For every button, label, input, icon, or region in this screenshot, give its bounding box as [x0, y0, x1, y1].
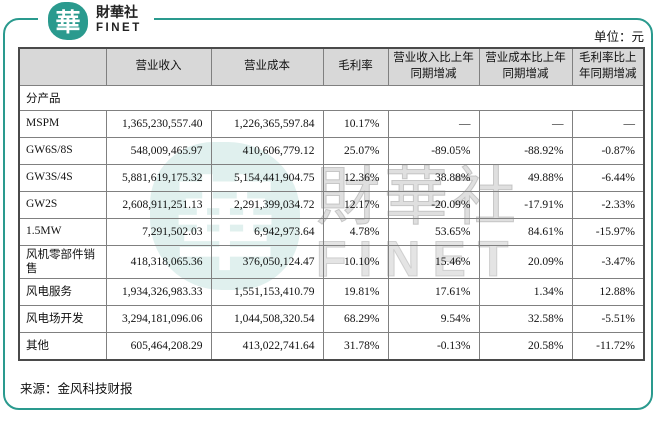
cell-margin: 68.29% [322, 305, 389, 334]
col-header-blank [18, 47, 107, 86]
cell-cost: 1,551,153,410.79 [210, 278, 324, 307]
table-row-other: 其他 605,464,208.29 413,022,741.64 31.78% … [18, 332, 645, 361]
cell-revenue: 1,365,230,557.40 [105, 109, 212, 138]
logo-name-english: FINET [96, 22, 142, 35]
table-row-mspm: MSPM 1,365,230,557.40 1,226,365,597.84 1… [18, 109, 645, 138]
cell-cost-yoy: 20.09% [478, 244, 573, 280]
logo-names: 財華社 FINET [96, 6, 142, 35]
table-row-15mw: 1.5MW 7,291,502.03 6,942,973.64 4.78% 53… [18, 217, 645, 246]
table-header: 营业收入 营业成本 毛利率 营业收入比上年同期增减 营业成本比上年同期增减 毛利… [18, 47, 645, 86]
table-row-wind-services: 风电服务 1,934,326,983.33 1,551,153,410.79 1… [18, 278, 645, 307]
cell-cost: 376,050,124.47 [210, 244, 324, 280]
cell-cost: 1,044,508,320.54 [210, 305, 324, 334]
cell-margin: 31.78% [322, 332, 389, 361]
finet-logo-icon: 華 [48, 2, 88, 40]
cell-revenue: 3,294,181,096.06 [105, 305, 212, 334]
logo-hua-glyph: 華 [55, 10, 81, 37]
row-label: 其他 [18, 332, 107, 361]
cell-margin-yoy: -15.97% [571, 217, 645, 246]
cell-cost: 1,226,365,597.84 [210, 109, 324, 138]
col-header-cost-yoy: 营业成本比上年同期增减 [478, 47, 573, 86]
cell-revenue-yoy: 38.88% [387, 163, 480, 192]
cell-revenue: 1,934,326,983.33 [105, 278, 212, 307]
cell-cost-yoy: 1.34% [478, 278, 573, 307]
section-label: 分产品 [18, 84, 645, 111]
cell-revenue: 2,608,911,251.13 [105, 190, 212, 219]
row-label: 风电场开发 [18, 305, 107, 334]
table-row-gw6s8s: GW6S/8S 548,009,465.97 410,606,779.12 25… [18, 136, 645, 165]
table-row-parts-sales: 风机零部件销售 418,318,065.36 376,050,124.47 10… [18, 244, 645, 280]
finet-logo: 華 財華社 FINET [38, 0, 154, 44]
cell-cost-yoy: 49.88% [478, 163, 573, 192]
row-label: GW6S/8S [18, 136, 107, 165]
row-label: 风电服务 [18, 278, 107, 307]
cell-revenue-yoy: — [387, 109, 480, 138]
cell-margin: 10.10% [322, 244, 389, 280]
cell-margin-yoy: -3.47% [571, 244, 645, 280]
col-header-revenue-yoy: 营业收入比上年同期增减 [387, 47, 480, 86]
cell-margin: 12.36% [322, 163, 389, 192]
cell-margin-yoy: -6.44% [571, 163, 645, 192]
cell-revenue-yoy: -89.05% [387, 136, 480, 165]
row-label: GW3S/4S [18, 163, 107, 192]
cell-cost-yoy: -17.91% [478, 190, 573, 219]
col-header-margin: 毛利率 [322, 47, 389, 86]
table-row-wind-farm-dev: 风电场开发 3,294,181,096.06 1,044,508,320.54 … [18, 305, 645, 334]
cell-revenue-yoy: -0.13% [387, 332, 480, 361]
cell-revenue: 5,881,619,175.32 [105, 163, 212, 192]
cell-cost: 5,154,441,904.75 [210, 163, 324, 192]
unit-label: 单位：元 [593, 30, 644, 44]
table-row-gw2s: GW2S 2,608,911,251.13 2,291,399,034.72 1… [18, 190, 645, 219]
cell-margin-yoy: -11.72% [571, 332, 645, 361]
cell-margin-yoy: -0.87% [571, 136, 645, 165]
row-label: 1.5MW [18, 217, 107, 246]
cell-revenue-yoy: 53.65% [387, 217, 480, 246]
row-label: 风机零部件销售 [18, 244, 107, 280]
cell-margin: 10.17% [322, 109, 389, 138]
financial-table: 营业收入 营业成本 毛利率 营业收入比上年同期增减 营业成本比上年同期增减 毛利… [18, 47, 645, 361]
cell-revenue-yoy: 17.61% [387, 278, 480, 307]
cell-revenue: 548,009,465.97 [105, 136, 212, 165]
col-header-margin-yoy: 毛利率比上年同期增减 [571, 47, 645, 86]
table-row-gw3s4s: GW3S/4S 5,881,619,175.32 5,154,441,904.7… [18, 163, 645, 192]
col-header-cost: 营业成本 [210, 47, 324, 86]
page-border-frame [3, 18, 653, 410]
cell-margin: 12.17% [322, 190, 389, 219]
logo-name-chinese: 財華社 [96, 6, 138, 22]
cell-revenue-yoy: 9.54% [387, 305, 480, 334]
cell-cost: 2,291,399,034.72 [210, 190, 324, 219]
row-label: MSPM [18, 109, 107, 138]
cell-cost-yoy: 84.61% [478, 217, 573, 246]
cell-revenue: 605,464,208.29 [105, 332, 212, 361]
cell-margin-yoy: 12.88% [571, 278, 645, 307]
cell-margin-yoy: -5.51% [571, 305, 645, 334]
cell-margin-yoy: -2.33% [571, 190, 645, 219]
col-header-revenue: 营业收入 [105, 47, 212, 86]
cell-revenue: 418,318,065.36 [105, 244, 212, 280]
row-label: GW2S [18, 190, 107, 219]
cell-cost-yoy: 20.58% [478, 332, 573, 361]
cell-cost-yoy: -88.92% [478, 136, 573, 165]
cell-cost: 410,606,779.12 [210, 136, 324, 165]
cell-margin: 4.78% [322, 217, 389, 246]
source-label: 来源：金风科技财报 [20, 382, 133, 396]
cell-revenue: 7,291,502.03 [105, 217, 212, 246]
cell-margin: 25.07% [322, 136, 389, 165]
cell-cost-yoy: — [478, 109, 573, 138]
cell-cost-yoy: 32.58% [478, 305, 573, 334]
cell-margin-yoy: — [571, 109, 645, 138]
cell-revenue-yoy: 15.46% [387, 244, 480, 280]
cell-revenue-yoy: -20.09% [387, 190, 480, 219]
cell-cost: 413,022,741.64 [210, 332, 324, 361]
cell-cost: 6,942,973.64 [210, 217, 324, 246]
section-row: 分产品 [18, 84, 645, 111]
cell-margin: 19.81% [322, 278, 389, 307]
